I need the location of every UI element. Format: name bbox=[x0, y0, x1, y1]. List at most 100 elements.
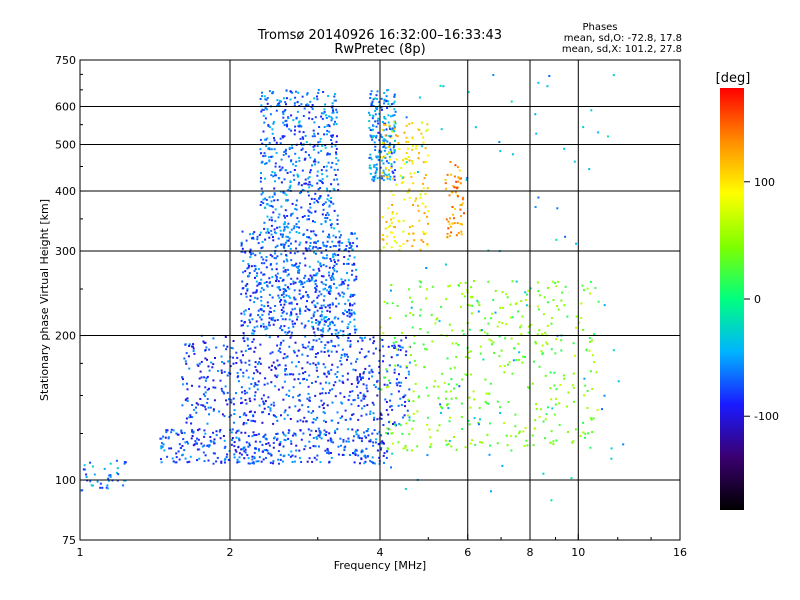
data-point bbox=[510, 449, 513, 452]
data-point bbox=[402, 447, 405, 450]
data-point bbox=[296, 101, 299, 104]
data-point bbox=[101, 486, 104, 489]
data-point bbox=[453, 387, 456, 390]
data-point bbox=[338, 230, 341, 233]
data-point bbox=[224, 445, 227, 448]
data-point bbox=[261, 160, 264, 163]
data-point bbox=[377, 131, 380, 134]
data-point bbox=[310, 279, 313, 282]
data-point bbox=[265, 138, 267, 141]
data-point bbox=[372, 179, 375, 182]
data-point bbox=[221, 389, 224, 392]
data-point bbox=[317, 201, 320, 204]
data-point bbox=[395, 134, 397, 137]
data-point bbox=[264, 117, 267, 120]
data-point bbox=[393, 149, 396, 152]
data-point bbox=[392, 423, 394, 425]
data-point bbox=[258, 361, 261, 364]
data-point bbox=[191, 404, 194, 406]
data-point bbox=[244, 361, 247, 364]
data-point bbox=[376, 177, 379, 180]
data-point bbox=[294, 322, 296, 325]
data-point bbox=[254, 365, 257, 368]
data-point bbox=[395, 183, 398, 186]
data-point bbox=[330, 166, 333, 169]
data-point bbox=[284, 434, 287, 437]
data-point bbox=[285, 254, 288, 256]
data-point bbox=[456, 187, 458, 190]
data-point bbox=[315, 279, 317, 282]
data-point bbox=[264, 154, 267, 157]
data-point bbox=[322, 304, 325, 307]
data-point bbox=[253, 350, 256, 353]
data-point bbox=[343, 355, 346, 358]
data-point bbox=[408, 419, 411, 422]
data-point bbox=[268, 277, 271, 280]
data-point bbox=[390, 136, 393, 139]
data-point bbox=[336, 371, 339, 373]
data-point bbox=[204, 386, 207, 389]
data-point bbox=[313, 456, 316, 459]
data-point bbox=[446, 357, 449, 360]
data-point bbox=[312, 129, 315, 132]
data-point bbox=[395, 341, 398, 343]
data-point bbox=[278, 443, 281, 446]
data-point bbox=[352, 399, 355, 402]
data-point bbox=[392, 172, 395, 174]
data-point bbox=[374, 174, 377, 177]
data-point bbox=[323, 346, 326, 349]
data-point bbox=[597, 131, 600, 134]
data-point bbox=[424, 205, 427, 208]
data-point bbox=[349, 340, 352, 343]
data-point bbox=[243, 321, 246, 323]
data-point bbox=[572, 386, 575, 389]
data-point bbox=[260, 187, 263, 190]
data-point bbox=[293, 351, 296, 354]
data-point bbox=[340, 401, 343, 404]
data-point bbox=[322, 112, 325, 115]
data-point bbox=[371, 138, 374, 141]
data-point bbox=[266, 97, 269, 99]
data-point bbox=[327, 304, 330, 307]
data-point bbox=[365, 384, 368, 387]
data-point bbox=[196, 448, 199, 451]
data-point bbox=[461, 292, 464, 295]
data-point bbox=[335, 108, 338, 111]
data-point bbox=[314, 306, 317, 308]
data-point bbox=[612, 74, 615, 77]
data-point bbox=[333, 258, 336, 261]
data-point bbox=[263, 138, 266, 141]
data-point bbox=[402, 416, 404, 419]
data-point bbox=[306, 218, 309, 221]
data-point bbox=[291, 202, 294, 205]
data-point bbox=[324, 449, 327, 452]
data-point bbox=[393, 114, 396, 117]
data-point bbox=[356, 377, 359, 380]
data-point bbox=[404, 377, 407, 379]
data-point bbox=[294, 281, 297, 284]
data-point bbox=[387, 345, 390, 348]
data-point bbox=[345, 440, 348, 443]
y-axis-label: Stationary phase Virtual Height [km] bbox=[38, 199, 51, 401]
data-point bbox=[263, 206, 266, 209]
data-point bbox=[533, 427, 536, 430]
data-point bbox=[330, 226, 333, 229]
data-point bbox=[253, 264, 256, 267]
data-point bbox=[368, 114, 371, 117]
data-point bbox=[298, 269, 301, 272]
data-point bbox=[350, 273, 353, 276]
data-point bbox=[282, 306, 285, 309]
data-point bbox=[257, 448, 260, 451]
data-point bbox=[191, 429, 194, 432]
data-point bbox=[185, 382, 188, 385]
data-point bbox=[376, 379, 379, 382]
data-point bbox=[260, 296, 263, 298]
data-point bbox=[283, 192, 286, 195]
data-point bbox=[455, 397, 457, 400]
data-point bbox=[544, 418, 547, 421]
data-point bbox=[453, 436, 456, 438]
data-point bbox=[392, 225, 395, 228]
data-point bbox=[259, 308, 262, 311]
data-point bbox=[375, 168, 378, 171]
data-point bbox=[254, 254, 257, 257]
